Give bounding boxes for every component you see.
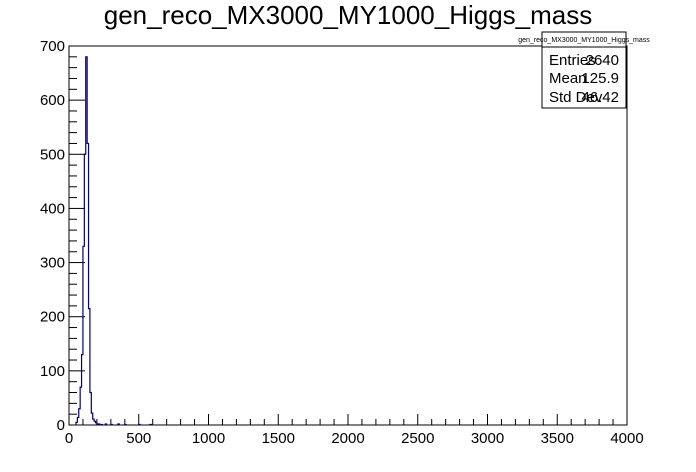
axis-tick-labels: 0 500 1000 1500 2000 2500 3000 3500 4000 0 100 200 3… (40, 38, 644, 447)
stats-box-title: gen_reco_MX3000_MY1000_Higgs_mass (518, 37, 650, 44)
chart-title: gen_reco_MX3000_MY1000_Higgs_mass (104, 0, 593, 30)
x-tick-label: 4000 (610, 430, 643, 447)
histogram-series (75, 56, 152, 426)
y-tick-label: 200 (40, 309, 65, 326)
stats-box: gen_reco_MX3000_MY1000_Higgs_mass Entrie… (518, 31, 650, 109)
x-tick-label: 2000 (331, 430, 364, 447)
x-tick-label: 0 (65, 430, 73, 447)
y-tick-label: 400 (40, 200, 65, 217)
x-tick-label: 2500 (401, 430, 434, 447)
x-tick-label: 3500 (541, 430, 574, 447)
stats-stddev-value: 46.42 (581, 89, 619, 106)
stats-entries-label: Entries (549, 52, 596, 69)
x-tick-label: 1000 (192, 430, 225, 447)
stats-stddev-label: Std Dev (549, 89, 603, 106)
y-tick-label: 700 (40, 38, 65, 55)
axis-ticks (68, 45, 628, 426)
stats-entries-value: 2640 (586, 52, 619, 69)
stats-mean-label: Mean (549, 70, 587, 87)
y-tick-label: 0 (57, 417, 65, 434)
x-tick-label: 3000 (471, 430, 504, 447)
stats-mean-value: 125.9 (581, 70, 619, 87)
x-tick-label: 500 (126, 430, 151, 447)
y-tick-label: 100 (40, 363, 65, 380)
y-tick-label: 500 (40, 146, 65, 163)
x-tick-label: 1500 (262, 430, 295, 447)
y-tick-label: 300 (40, 255, 65, 272)
stats-box-frame (541, 31, 627, 109)
y-tick-label: 600 (40, 92, 65, 109)
